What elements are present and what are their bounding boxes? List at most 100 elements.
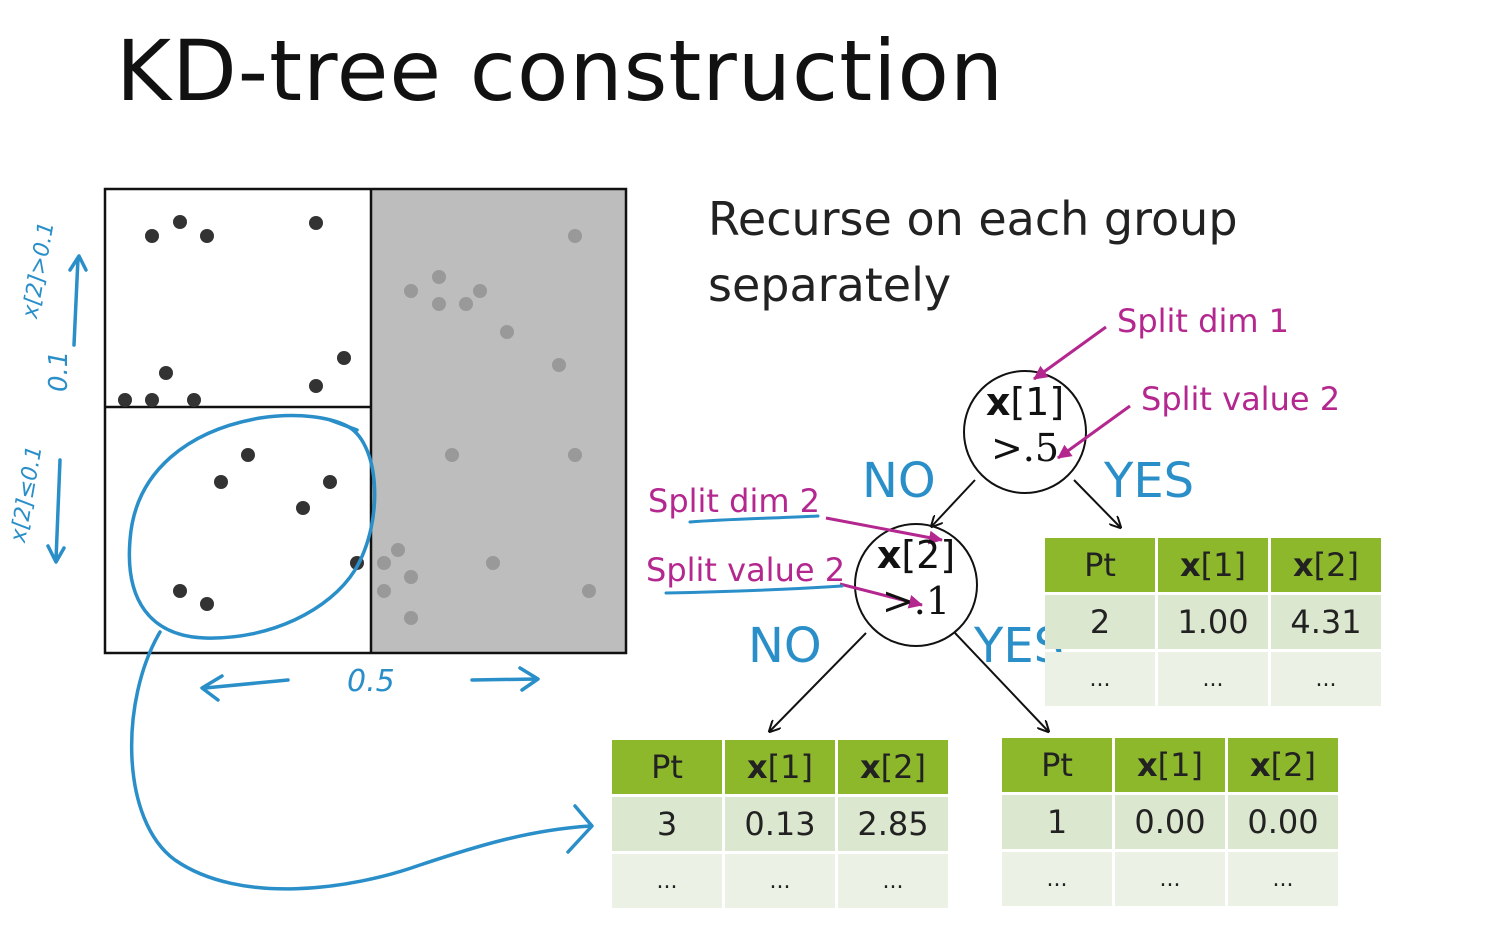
blue-handwriting (46, 254, 594, 891)
edge-root-no (932, 479, 976, 526)
table-header-row: Pt x[1] x[2] (612, 740, 948, 794)
table-cell: 2 (1045, 595, 1155, 649)
table-cell: ... (838, 854, 948, 908)
table-header-cell: x[2] (838, 740, 948, 794)
arrow-split-dim-2 (825, 516, 943, 545)
data-point (118, 393, 132, 407)
curved-arrow (129, 630, 592, 891)
label-split-value-top: Split value 2 (1141, 380, 1341, 418)
arrow-split-dim-1 (1033, 325, 1107, 381)
data-point-faded (432, 297, 446, 311)
table-header-cell: Pt (1002, 738, 1112, 792)
table-cell: ... (1045, 652, 1155, 706)
data-point (337, 351, 351, 365)
bracket-tick (328, 418, 359, 432)
table-cell: ... (725, 854, 835, 908)
table-cell: 4.31 (1271, 595, 1381, 649)
table-cell: 0.00 (1228, 795, 1338, 849)
table-cell: ... (1115, 852, 1225, 906)
data-point-faded (404, 570, 418, 584)
up-arrow (68, 254, 88, 347)
data-point-faded (568, 448, 582, 462)
child-index: [2] (901, 533, 956, 577)
root-index: [1] (1010, 380, 1065, 424)
arrow-split-value-2 (839, 582, 923, 609)
table-header-cell: x[1] (1158, 538, 1268, 592)
label-no-bottom: NO (748, 618, 822, 674)
data-point-faded (568, 229, 582, 243)
slide-title: KD-tree construction (116, 22, 1005, 120)
edge-child-yes (954, 632, 1048, 731)
data-point-faded (552, 358, 566, 372)
table-cell: ... (1271, 652, 1381, 706)
child-var: x (876, 533, 902, 577)
table-header-row: Pt x[1] x[2] (1045, 538, 1381, 592)
circled-group (127, 413, 377, 640)
table-cell: 0.00 (1115, 795, 1225, 849)
table-cell: 2.85 (838, 797, 948, 851)
table-header-cell: x[2] (1271, 538, 1381, 592)
table-cell: 3 (612, 797, 722, 851)
subtitle: Recurse on each group separately (708, 192, 1238, 312)
underline-split-value-2 (664, 584, 844, 595)
child-threshold: >.1 (881, 579, 951, 623)
label-split-dim-2: Split dim 2 (648, 482, 821, 520)
table-bottom-right: Pt x[1] x[2] 1 0.00 0.00......... (999, 735, 1341, 909)
data-point (200, 229, 214, 243)
root-threshold: >.5 (990, 426, 1060, 470)
data-point-faded (377, 556, 391, 570)
data-point (241, 448, 255, 462)
root-var: x (985, 380, 1011, 424)
data-point (173, 584, 187, 598)
underline-split-dim-2 (688, 514, 820, 524)
magenta-arrows (825, 325, 1131, 609)
table-bottom-left: Pt x[1] x[2] 3 0.13 2.85......... (609, 737, 951, 911)
data-point (309, 379, 323, 393)
arrow-split-value-top (1057, 404, 1131, 460)
table-row: 2 1.00 4.31 (1045, 595, 1381, 649)
data-point (200, 597, 214, 611)
curved-arrow-head (566, 804, 594, 854)
tree (770, 370, 1120, 731)
data-point-faded (486, 556, 500, 570)
right-arrow (470, 666, 540, 692)
data-point (173, 215, 187, 229)
table-right: Pt x[1] x[2] 2 1.00 4.31......... (1042, 535, 1384, 709)
data-point (159, 366, 173, 380)
data-point (145, 229, 159, 243)
root-node-circle (963, 370, 1087, 494)
table-row: ......... (612, 854, 948, 908)
data-point-faded (459, 297, 473, 311)
table-cell: ... (1158, 652, 1268, 706)
data-point (309, 216, 323, 230)
data-point-faded (404, 611, 418, 625)
table-header-row: Pt x[1] x[2] (1002, 738, 1338, 792)
label-split-dim-1: Split dim 1 (1117, 302, 1290, 340)
label-no-top: NO (862, 453, 936, 509)
edge-root-yes (1073, 479, 1120, 527)
table-cell: 1.00 (1158, 595, 1268, 649)
data-point (214, 475, 228, 489)
table-cell: ... (1228, 852, 1338, 906)
data-point (323, 475, 337, 489)
handwritten-x-split: 0.5 (347, 664, 395, 699)
table-cell: 1 (1002, 795, 1112, 849)
child-node-circle (854, 523, 978, 647)
table-cell: ... (612, 854, 722, 908)
data-point (145, 393, 159, 407)
data-point-faded (432, 270, 446, 284)
table-header-cell: x[2] (1228, 738, 1338, 792)
table-row: ......... (1045, 652, 1381, 706)
handwritten-y-split: 0.1 (44, 350, 74, 392)
data-point-faded (473, 284, 487, 298)
table-cell: 0.13 (725, 797, 835, 851)
table-header-cell: Pt (1045, 538, 1155, 592)
table-header-cell: x[1] (1115, 738, 1225, 792)
scatter-panel (103, 187, 628, 655)
down-arrow (46, 458, 66, 564)
table-row: 1 0.00 0.00 (1002, 795, 1338, 849)
label-split-value-2: Split value 2 (646, 551, 846, 589)
data-point (296, 501, 310, 515)
blue-underlines (664, 514, 844, 595)
data-point-faded (500, 325, 514, 339)
